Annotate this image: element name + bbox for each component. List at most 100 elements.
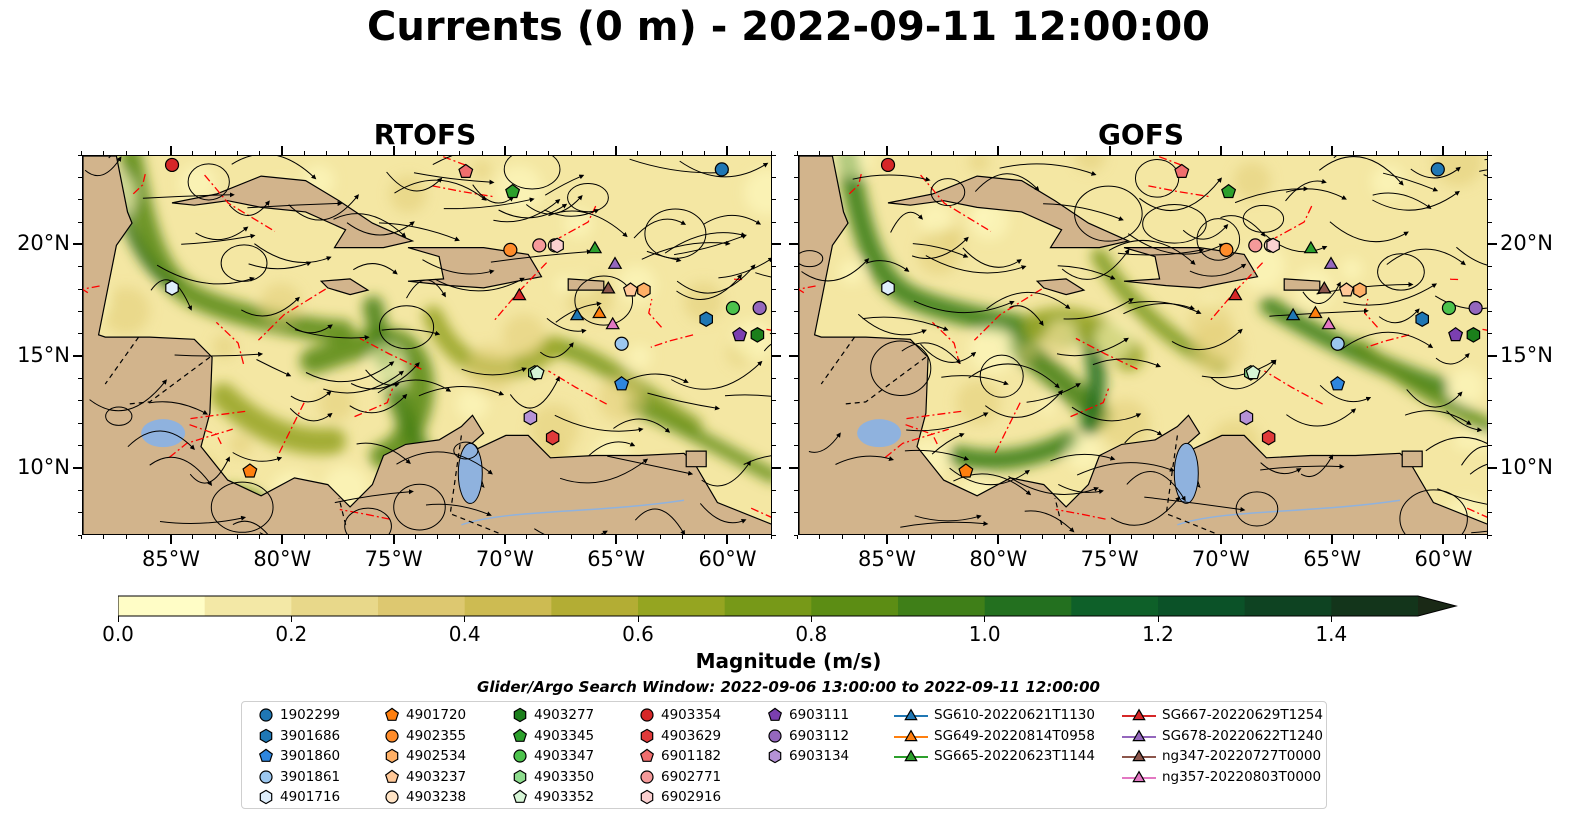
- legend-item: 3901860: [258, 746, 340, 766]
- y-tick: [1488, 512, 1492, 514]
- platform-marker-SG665-20220623T1144: [1303, 240, 1319, 254]
- y-tick: [794, 221, 798, 223]
- x-tick: [1353, 535, 1355, 539]
- x-tick-top: [526, 151, 528, 155]
- colorbar-segment: [291, 596, 379, 616]
- x-tick-top: [1397, 151, 1399, 155]
- x-tick: [659, 535, 661, 539]
- y-tick: [78, 199, 82, 201]
- land-mass: [1283, 278, 1321, 291]
- legend-label: 4903347: [534, 748, 595, 764]
- x-tick: [819, 535, 821, 539]
- y-tick: [78, 221, 82, 223]
- x-tick: [348, 535, 350, 539]
- legend-marker: [258, 748, 274, 762]
- y-tick: [1488, 422, 1492, 424]
- x-tick: [1019, 535, 1021, 539]
- y-tick-label: 15°N: [17, 343, 70, 368]
- lake: [457, 442, 483, 504]
- x-tick-top: [259, 151, 261, 155]
- legend-marker: [259, 769, 273, 784]
- legend-label: SG649-20220814T0958: [934, 727, 1095, 744]
- land-mass: [1401, 450, 1423, 468]
- x-tick-top: [908, 151, 910, 155]
- y-tick: [772, 378, 776, 380]
- legend-marker-icon: [384, 707, 400, 721]
- x-tick: [214, 535, 216, 539]
- legend-item: SG649-20220814T0958: [894, 726, 1095, 746]
- platform-marker-4903629: [545, 429, 560, 446]
- colorbar-segment: [1158, 596, 1246, 616]
- legend-item: ng347-20220727T0000: [1122, 746, 1321, 766]
- x-tick: [1041, 535, 1043, 539]
- legend-item: 4903350: [512, 767, 594, 787]
- platform-marker-ng347-20220727T0000: [1317, 281, 1332, 294]
- platform-marker-4903237: [622, 282, 639, 297]
- x-tick: [1175, 535, 1177, 539]
- y-tick: [794, 154, 798, 156]
- y-tick: [78, 333, 82, 335]
- platform-marker-4902534: [1353, 282, 1367, 298]
- x-tick: [975, 535, 977, 539]
- y-tick: [78, 445, 82, 447]
- colorbar-tick-label: 0.0: [102, 622, 134, 646]
- platform-marker-SG649-20220814T0958: [592, 305, 607, 319]
- legend-marker: [513, 749, 527, 763]
- platform-marker-4903345: [505, 183, 521, 199]
- legend-marker: [640, 728, 654, 743]
- legend-item: 4903238: [384, 787, 466, 807]
- eez-boundaries: [83, 156, 771, 520]
- platform-marker-SG610-20220621T1130: [569, 307, 585, 321]
- legend-marker-icon: [640, 708, 654, 722]
- x-tick-top: [704, 151, 706, 155]
- y-tick: [78, 489, 82, 491]
- x-tick-top: [1019, 151, 1021, 155]
- x-tick: [1286, 535, 1288, 539]
- x-tick-top: [659, 151, 661, 155]
- y-tick: [772, 489, 776, 491]
- x-tick-top: [1264, 151, 1266, 155]
- legend-marker-icon: [259, 708, 273, 722]
- legend-label: 6903111: [789, 707, 850, 723]
- platform-marker-ng357-20220803T0000: [605, 316, 620, 330]
- y-tick: [772, 310, 776, 312]
- platform-marker-SG667-20220629T1254: [512, 287, 527, 301]
- x-tick: [1108, 535, 1111, 544]
- legend-label: 6903134: [789, 748, 850, 764]
- y-tick: [789, 466, 798, 469]
- figure-title: Currents (0 m) - 2022-09-11 12:00:00: [367, 4, 1210, 50]
- x-tick: [681, 535, 683, 539]
- x-tick: [592, 535, 594, 539]
- legend-marker-icon: [894, 749, 928, 762]
- legend-marker: [904, 749, 918, 762]
- legend-marker-icon: [640, 728, 654, 743]
- x-tick-top: [503, 146, 506, 155]
- x-tick: [503, 535, 506, 544]
- colorbar-segment: [378, 596, 466, 616]
- platform-marker-SG667-20220629T1254: [1228, 287, 1243, 301]
- x-tick: [1397, 535, 1399, 539]
- y-tick: [794, 445, 798, 447]
- legend-item: 4901720: [384, 705, 466, 725]
- lake: [1173, 442, 1199, 504]
- y-tick: [1488, 333, 1492, 335]
- x-tick-top: [1442, 146, 1445, 155]
- x-tick-label: 65°W: [587, 547, 646, 571]
- legend-label: 3901860: [280, 748, 341, 764]
- x-tick: [1264, 535, 1266, 539]
- map-panel-rtofs[interactable]: [82, 155, 772, 535]
- colorbar-segment: [464, 596, 552, 616]
- y-tick: [1488, 243, 1497, 246]
- legend-item: 4903277: [512, 705, 594, 725]
- map-panel-gofs[interactable]: [798, 155, 1488, 535]
- y-tick: [73, 466, 82, 469]
- x-tick-top: [952, 151, 954, 155]
- legend-marker-icon: [512, 789, 528, 803]
- x-tick-top: [414, 151, 416, 155]
- x-tick-top: [1286, 151, 1288, 155]
- x-tick-top: [615, 146, 618, 155]
- y-tick: [794, 400, 798, 402]
- legend-marker: [512, 789, 528, 803]
- colorbar-segment: [204, 596, 292, 616]
- legend-item: 3901861: [258, 767, 340, 787]
